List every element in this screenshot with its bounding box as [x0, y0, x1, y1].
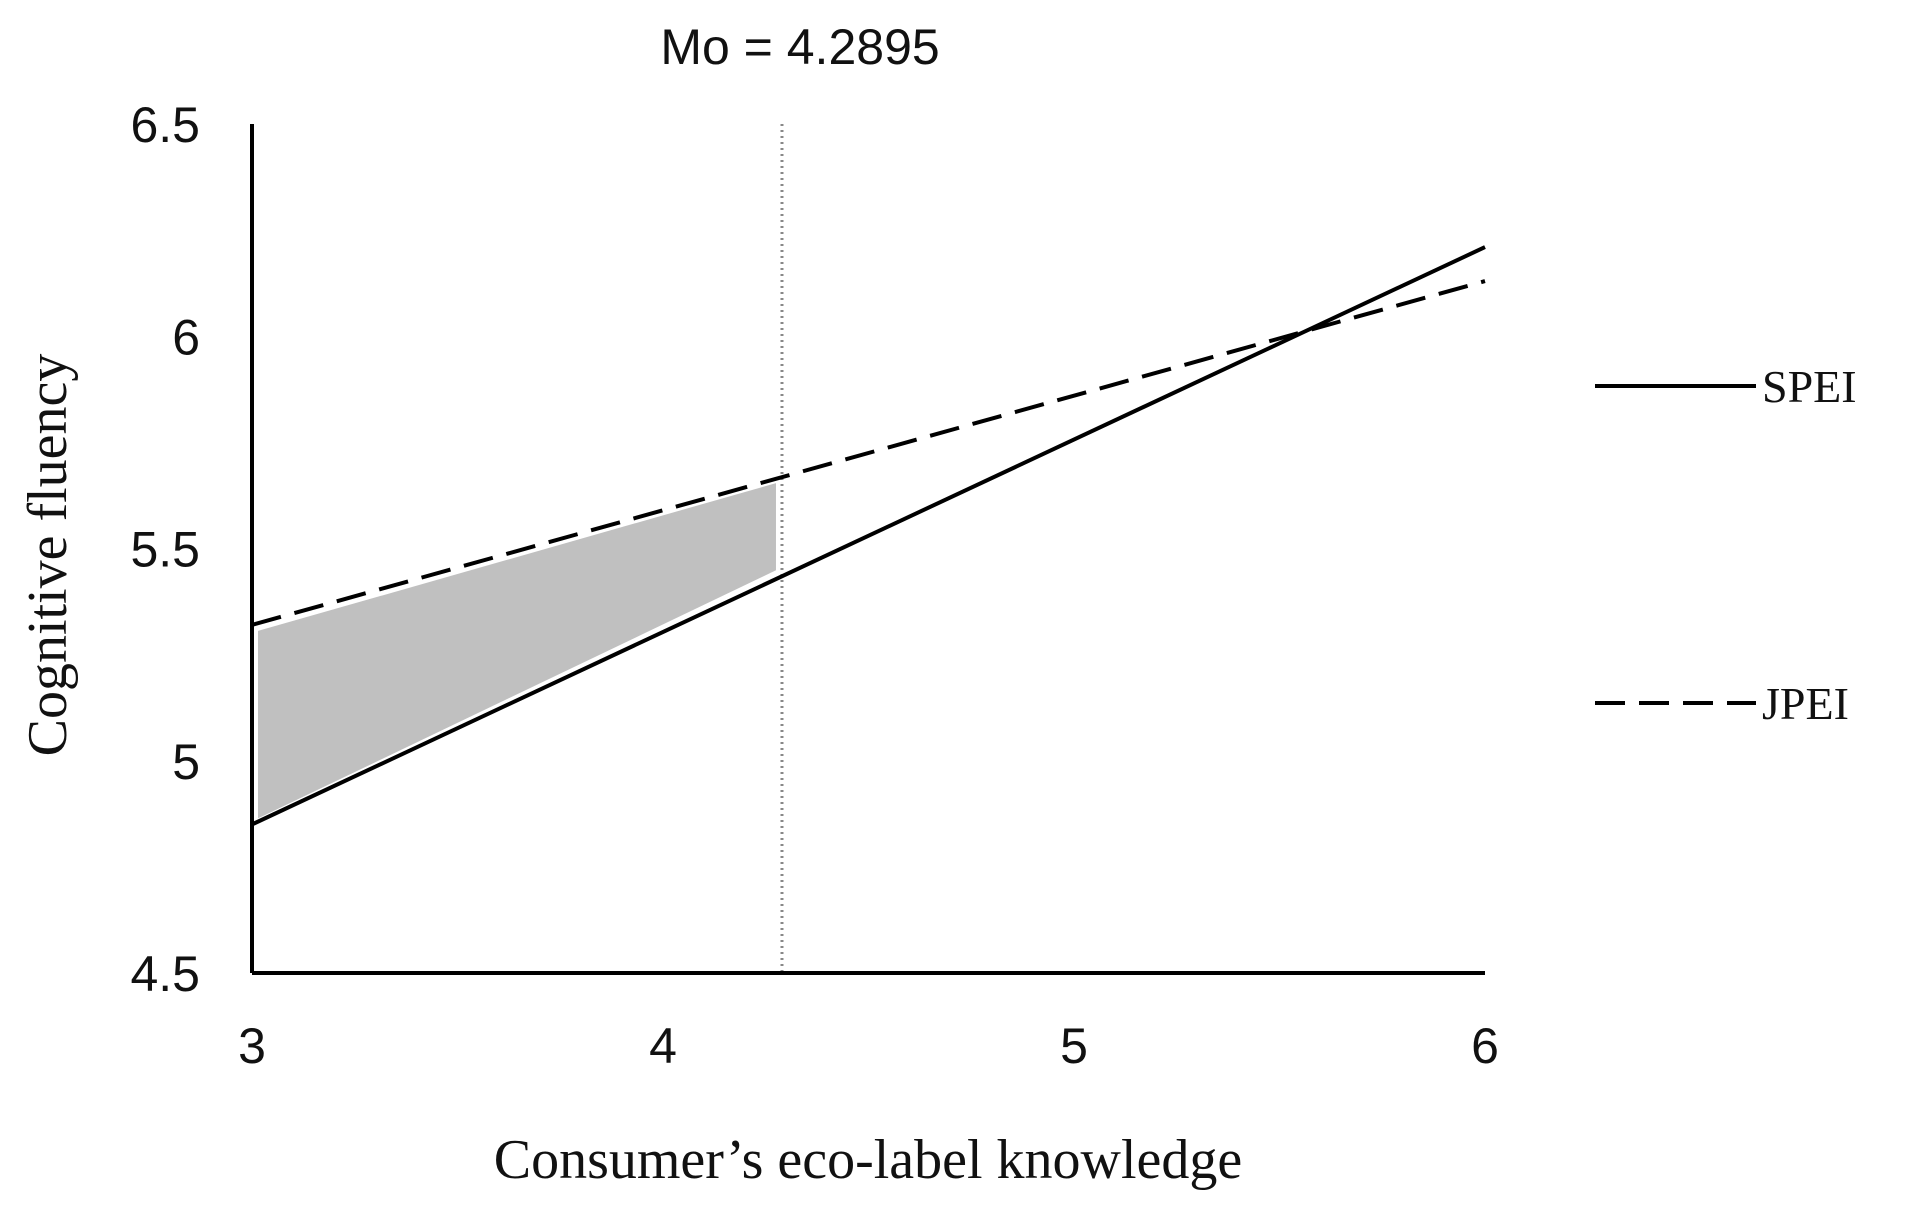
legend-label-jpei: JPEI: [1762, 678, 1849, 729]
shaded-region: [258, 483, 776, 819]
x-tick-label: 6: [1471, 1018, 1499, 1074]
x-tick-label: 4: [649, 1018, 677, 1074]
x-axis-title: Consumer’s eco-label knowledge: [494, 1129, 1243, 1191]
annotation-label: Mo = 4.2895: [660, 19, 939, 75]
legend-label-spei: SPEI: [1762, 361, 1857, 412]
y-tick-label: 5.5: [130, 522, 200, 578]
y-tick-label: 5: [172, 734, 200, 790]
y-axis-title: Cognitive fluency: [17, 354, 79, 757]
legend: SPEI JPEI: [1595, 361, 1857, 729]
y-tick-label: 4.5: [130, 946, 200, 1002]
y-tick-label: 6.5: [130, 97, 200, 153]
y-tick-label: 6: [172, 309, 200, 365]
x-tick-label: 3: [238, 1018, 266, 1074]
x-tick-label: 5: [1060, 1018, 1088, 1074]
series-line-jpei: [251, 279, 1486, 627]
series-line-spei: [251, 245, 1486, 827]
